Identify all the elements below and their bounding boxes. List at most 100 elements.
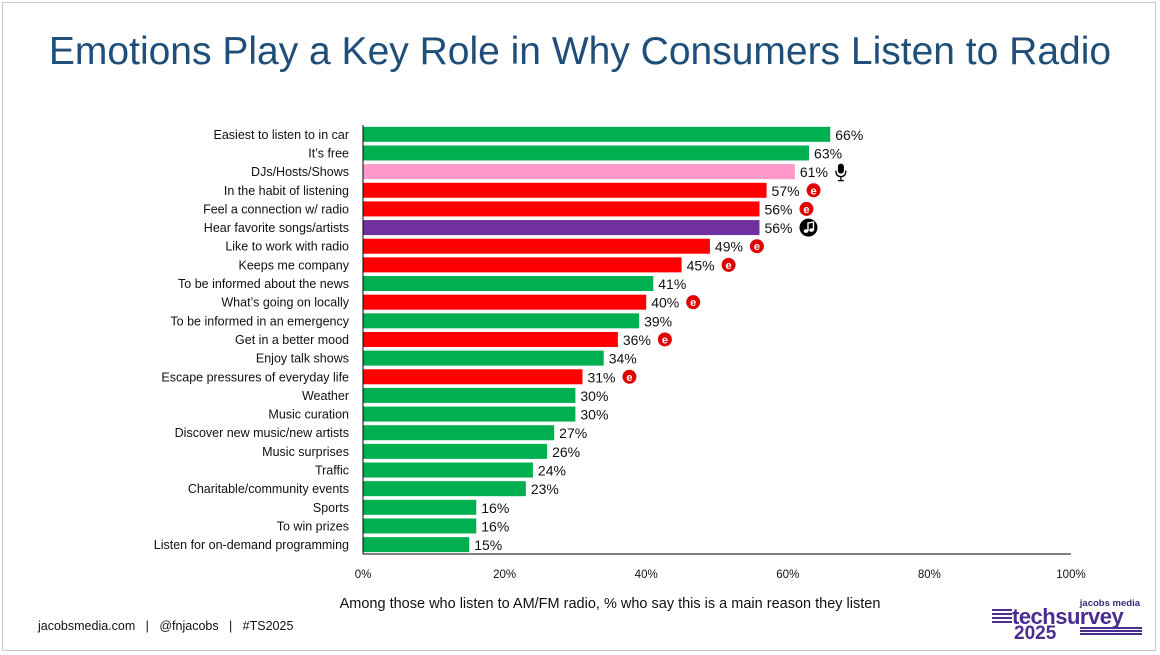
emotion-e-icon	[721, 257, 736, 272]
data-label-1: 66%	[835, 127, 863, 143]
bar-1	[363, 126, 831, 142]
bar-20	[363, 481, 526, 497]
data-label-3: 61%	[800, 164, 828, 180]
category-label-13: Enjoy talk shows	[256, 352, 349, 366]
bar-10	[363, 294, 647, 310]
emotion-e-icon-glyph: e	[803, 204, 809, 216]
bar-23	[363, 537, 470, 553]
data-label-21: 16%	[481, 500, 509, 516]
category-label-19: Traffic	[315, 464, 349, 478]
category-label-1: Easiest to listen to in car	[214, 128, 349, 142]
emotion-e-icon	[686, 295, 701, 310]
data-label-13: 34%	[609, 351, 637, 367]
data-label-20: 23%	[531, 481, 559, 497]
logo-brand: jacobs media	[1079, 598, 1140, 609]
bar-17	[363, 425, 555, 441]
logo-underline	[1080, 627, 1142, 636]
data-label-4: 57%	[772, 183, 800, 199]
x-tick-label-5: 80%	[918, 569, 941, 581]
data-label-11: 39%	[644, 313, 672, 329]
bar-6	[363, 220, 760, 236]
x-tick-label-2: 20%	[493, 569, 516, 581]
bar-12	[363, 331, 618, 347]
data-label-12: 36%	[623, 332, 651, 348]
x-tick-label-3: 40%	[635, 569, 658, 581]
data-label-6: 56%	[764, 220, 792, 236]
chart-title: Emotions Play a Key Role in Why Consumer…	[48, 30, 1112, 73]
data-label-15: 30%	[580, 388, 608, 404]
bar-5	[363, 201, 760, 217]
microphone-icon	[837, 163, 844, 174]
category-label-7: Like to work with radio	[225, 240, 349, 254]
emotion-e-icon-glyph: e	[726, 260, 732, 272]
category-label-9: To be informed about the news	[178, 277, 349, 291]
x-tick-label-1: 0%	[355, 569, 372, 581]
bar-2	[363, 145, 810, 161]
category-label-3: DJs/Hosts/Shows	[251, 165, 349, 179]
data-label-22: 16%	[481, 518, 509, 534]
music-note-stem	[807, 221, 815, 232]
emotion-e-icon	[799, 201, 814, 216]
bar-18	[363, 443, 548, 459]
category-label-22: To win prizes	[277, 519, 349, 533]
bar-3	[363, 164, 795, 180]
emotion-e-icon-glyph: e	[626, 372, 632, 384]
category-label-4: In the habit of listening	[224, 184, 349, 198]
data-label-19: 24%	[538, 463, 566, 479]
category-label-18: Music surprises	[262, 445, 349, 459]
data-label-23: 15%	[474, 537, 502, 553]
emotion-e-icon	[749, 239, 764, 254]
bar-4	[363, 182, 767, 198]
footer-credits: jacobsmedia.com | @fnjacobs | #TS2025	[38, 619, 294, 633]
data-label-8: 45%	[687, 257, 715, 273]
logo-stripes	[992, 609, 1012, 625]
music-note-head-2	[809, 228, 814, 232]
data-label-10: 40%	[651, 295, 679, 311]
bar-15	[363, 387, 576, 403]
bar-7	[363, 238, 710, 254]
emotion-e-icon	[657, 332, 672, 347]
category-label-8: Keeps me company	[239, 258, 350, 272]
bar-13	[363, 350, 604, 366]
x-axis-title: Among those who listen to AM/FM radio, %…	[339, 596, 881, 612]
music-note-head-1	[803, 229, 809, 233]
bar-22	[363, 518, 477, 534]
category-label-14: Escape pressures of everyday life	[161, 370, 349, 384]
data-label-5: 56%	[764, 201, 792, 217]
category-label-16: Music curation	[268, 408, 349, 422]
emotion-e-icon	[622, 369, 637, 384]
data-label-18: 26%	[552, 444, 580, 460]
emotion-e-icon-glyph: e	[690, 297, 696, 309]
emotion-e-icon-glyph: e	[810, 185, 816, 197]
category-label-2: It’s free	[308, 146, 349, 160]
category-label-12: Get in a better mood	[235, 333, 349, 347]
category-label-20: Charitable/community events	[188, 482, 349, 496]
category-label-6: Hear favorite songs/artists	[204, 221, 349, 235]
data-label-17: 27%	[559, 425, 587, 441]
bar-9	[363, 276, 654, 292]
emotion-e-icon-glyph: e	[662, 334, 668, 346]
category-label-10: What’s going on locally	[221, 296, 349, 310]
bar-21	[363, 499, 477, 515]
bar-11	[363, 313, 640, 329]
category-label-5: Feel a connection w/ radio	[203, 202, 349, 216]
emotion-e-icon-glyph: e	[754, 241, 760, 253]
logo-year: 2025	[1014, 623, 1057, 644]
bar-16	[363, 406, 576, 422]
techsurvey-logo: jacobs media techsurvey 2025	[992, 598, 1144, 644]
logo-product: techsurvey	[1012, 604, 1124, 629]
bar-14	[363, 369, 583, 385]
category-label-15: Weather	[302, 389, 349, 403]
x-tick-label-4: 60%	[776, 569, 799, 581]
data-label-2: 63%	[814, 145, 842, 161]
data-label-9: 41%	[658, 276, 686, 292]
bar-8	[363, 257, 682, 273]
data-label-7: 49%	[715, 239, 743, 255]
x-tick-label-6: 100%	[1056, 569, 1085, 581]
category-label-17: Discover new music/new artists	[175, 426, 349, 440]
data-label-14: 31%	[587, 369, 615, 385]
emotion-e-icon	[806, 183, 821, 198]
category-label-21: Sports	[313, 501, 349, 515]
